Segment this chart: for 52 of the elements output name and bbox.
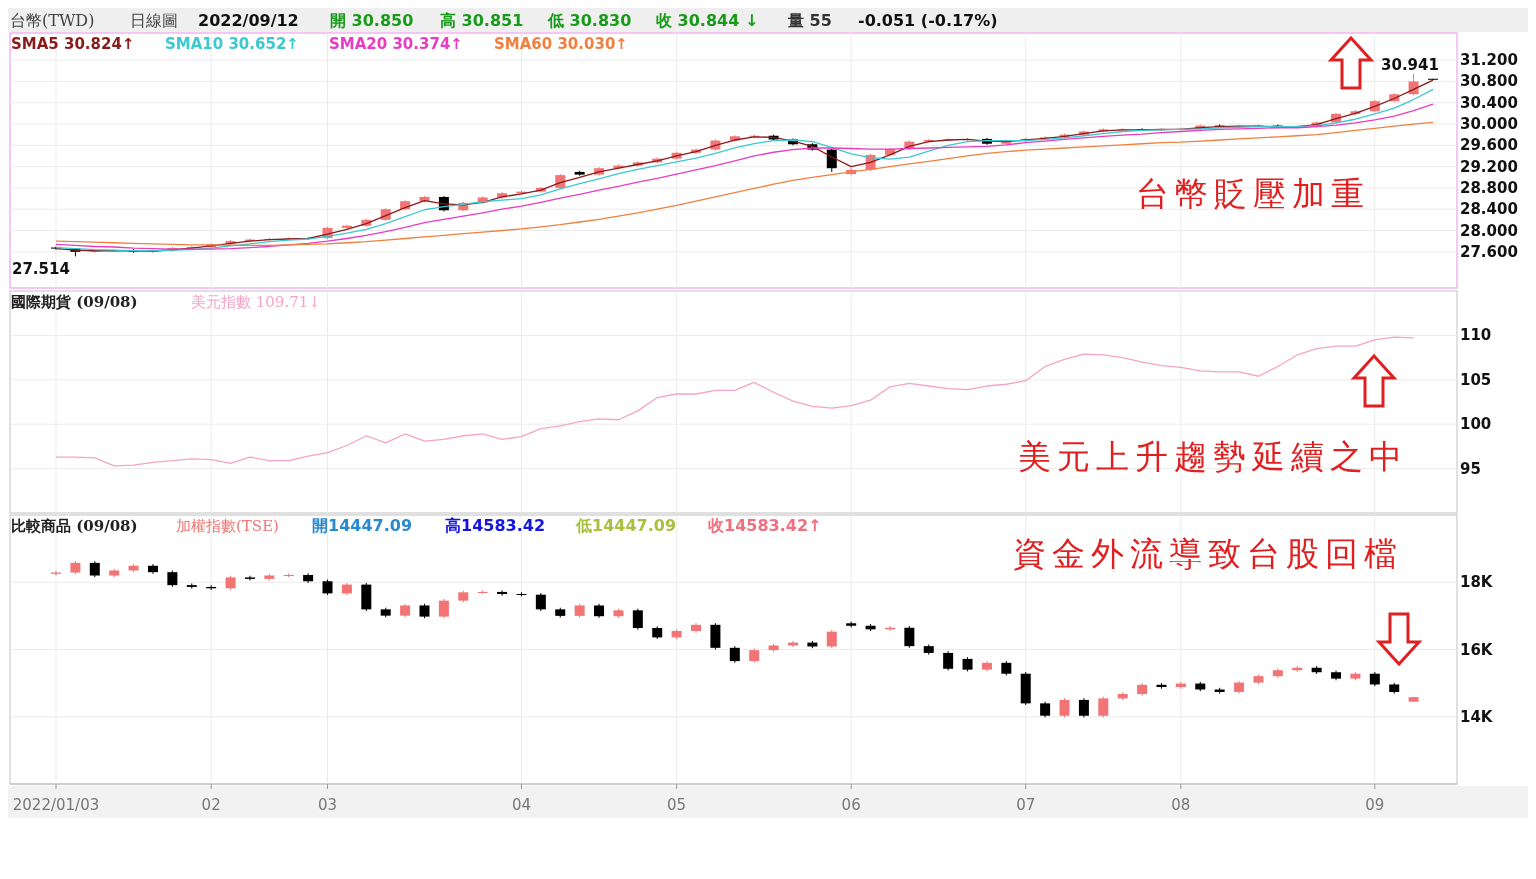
y-tick-label: 31.200 (1460, 51, 1518, 70)
y-tick-label: 30.400 (1460, 93, 1518, 112)
annotation: 美元上升趨勢延續之中 (1018, 437, 1408, 476)
y-tick-label: 28.800 (1460, 178, 1518, 197)
text: 美元指數 109.71↓ (191, 293, 321, 311)
annotation: 高14583.42 (445, 516, 546, 535)
y-tick-label: 28.000 (1460, 221, 1518, 240)
text: 量 55 (787, 11, 832, 30)
text: SMA10 30.652↑ (165, 35, 299, 53)
annotation: 30.941 (1381, 56, 1439, 74)
text: SMA60 30.030↑ (494, 35, 628, 53)
text: SMA5 30.824↑ (11, 35, 135, 53)
x-tick-label: 05 (667, 796, 687, 814)
text: 日線圖 (130, 11, 178, 30)
x-tick-label: 04 (511, 796, 532, 814)
chart-title: 台幣(TWD) (10, 11, 95, 30)
y-tick-label: 16K (1460, 640, 1494, 659)
x-tick-label: 09 (1365, 796, 1385, 814)
y-tick-label: 30.800 (1460, 72, 1518, 91)
text: -0.051 (-0.17%) (858, 11, 998, 30)
text: SMA20 30.374↑ (329, 35, 463, 53)
y-tick-label: 18K (1460, 573, 1494, 592)
x-tick-label: 07 (1016, 796, 1036, 814)
text: 加權指數(TSE) (176, 517, 279, 535)
text: 低 30.830 (547, 11, 632, 30)
y-tick-label: 14K (1460, 707, 1494, 726)
y-tick-label: 28.400 (1460, 200, 1518, 219)
y-tick-label: 29.600 (1460, 136, 1518, 155)
x-tick-label: 03 (317, 796, 338, 814)
annotation: 收14583.42↑ (708, 516, 822, 535)
chart-title: 比較商品 (09/08) (11, 517, 138, 535)
x-tick-label: 2022/01/03 (12, 796, 100, 814)
chart-title: 國際期貨 (09/08) (11, 293, 138, 311)
x-tick-label: 02 (201, 796, 221, 814)
annotation: 台幣貶壓加重 (1136, 174, 1370, 213)
y-tick-label: 29.200 (1460, 157, 1518, 176)
annotation: 低14447.09 (575, 516, 677, 535)
text: 2022/09/12 (198, 11, 299, 30)
y-tick-label: 105 (1460, 370, 1492, 389)
y-tick-label: 27.600 (1460, 242, 1518, 261)
y-tick-label: 110 (1460, 326, 1492, 345)
annotation: 開14447.09 (312, 516, 413, 535)
annotation: 資金外流導致台股回檔 (1013, 534, 1403, 573)
text: 高 30.851 (440, 11, 524, 30)
text: 開 30.850 (330, 11, 414, 30)
x-tick-label: 08 (1171, 796, 1191, 814)
x-tick-label: 06 (841, 796, 861, 814)
annotation: 27.514 (12, 260, 70, 278)
y-tick-label: 95 (1460, 459, 1481, 478)
y-tick-label: 100 (1460, 415, 1492, 434)
y-tick-label: 30.000 (1460, 115, 1518, 134)
text: 收 30.844 ↓ (656, 11, 759, 30)
